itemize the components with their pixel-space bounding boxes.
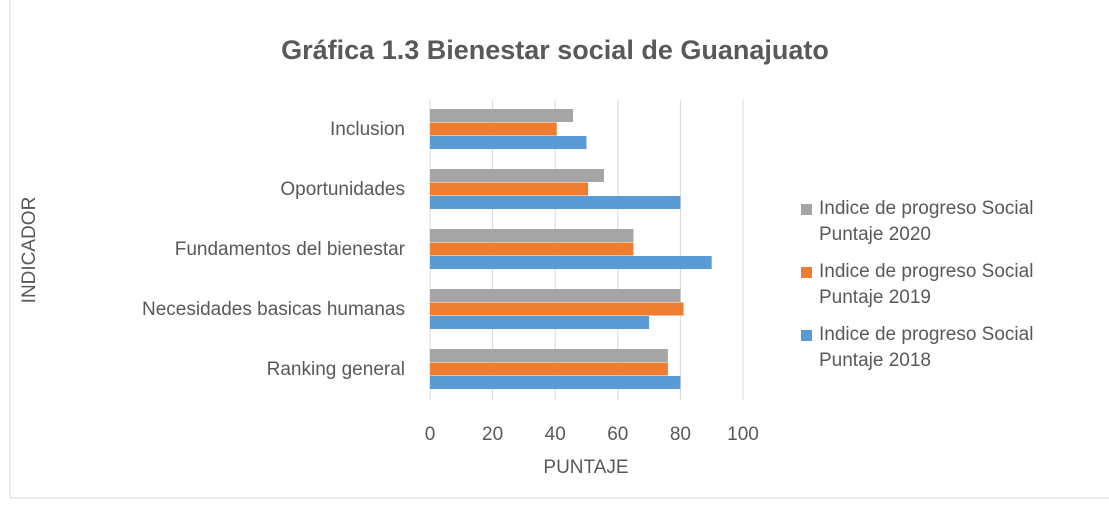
legend-label: Indice de progreso Social Puntaje 2018	[819, 324, 1034, 371]
bar	[430, 122, 557, 136]
x-tick-label: 60	[607, 424, 628, 445]
bar	[430, 136, 587, 149]
x-tick-label: 80	[670, 424, 691, 445]
y-axis-title: INDICADOR	[19, 197, 40, 304]
x-tick-label: 100	[727, 424, 759, 445]
bar	[430, 229, 634, 242]
bar	[430, 362, 668, 376]
bar	[430, 169, 605, 182]
bar	[430, 196, 681, 209]
legend-label: Indice de progreso Social Puntaje 2020	[819, 198, 1034, 245]
bar	[430, 302, 684, 316]
legend-entry: Indice de progreso Social Puntaje 2018	[801, 322, 1094, 374]
legend-entry: Indice de progreso Social Puntaje 2019	[801, 259, 1094, 311]
chart-border	[9, 0, 1109, 499]
bar	[430, 316, 650, 329]
bar	[430, 289, 681, 302]
bar	[430, 376, 681, 389]
bar	[430, 109, 574, 122]
legend-label: Indice de progreso Social Puntaje 2019	[819, 261, 1034, 308]
x-axis-title: PUNTAJE	[543, 457, 628, 478]
chart-title: Gráfica 1.3 Bienestar social de Guanajua…	[281, 35, 829, 65]
bar	[430, 182, 589, 196]
x-tick-label: 40	[545, 424, 566, 445]
legend-swatch	[801, 330, 812, 341]
legend-swatch	[801, 204, 812, 215]
y-tick-label: Fundamentos del bienestar	[175, 239, 406, 260]
legend-swatch	[801, 267, 812, 278]
y-tick-label: Necesidades basicas humanas	[142, 299, 405, 320]
y-tick-label: Ranking general	[267, 359, 405, 380]
bar	[430, 242, 634, 256]
y-tick-label: Inclusion	[330, 119, 405, 140]
y-tick-label: Oportunidades	[280, 179, 405, 200]
bar	[430, 256, 712, 269]
bar	[430, 349, 668, 362]
x-tick-label: 20	[482, 424, 503, 445]
legend-entry: Indice de progreso Social Puntaje 2020	[801, 196, 1094, 248]
x-tick-label: 0	[425, 424, 436, 445]
